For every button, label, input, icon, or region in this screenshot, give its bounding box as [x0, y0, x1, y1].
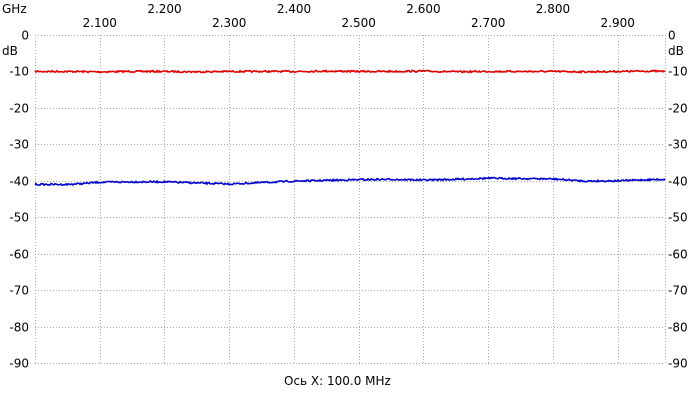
x-tick-label: 2.100 — [83, 16, 117, 30]
x-tick-label: 2.600 — [406, 2, 440, 16]
y-tick-label-left: -70 — [9, 284, 29, 298]
y-tick-label-left: -50 — [9, 211, 29, 225]
x-axis-label: Ось X: 100.0 MHz — [284, 374, 391, 388]
y-tick-label-right: -10 — [668, 65, 688, 79]
y-tick-label-left: -40 — [9, 175, 29, 189]
y-tick-label-right: -60 — [668, 248, 688, 262]
y-tick-label-right: -50 — [668, 211, 688, 225]
y-tick-label-left: -30 — [9, 138, 29, 152]
y-tick-label-left: 0 — [21, 29, 29, 43]
series-line-0 — [34, 69, 666, 74]
y-tick-label-left: -10 — [9, 65, 29, 79]
y-unit-label-left: dB — [2, 44, 18, 58]
series-line-1 — [34, 176, 666, 187]
y-tick-label-right: -20 — [668, 102, 688, 116]
y-tick-label-right: 0 — [668, 29, 676, 43]
y-tick-label-right: -70 — [668, 284, 688, 298]
x-tick-label: 2.500 — [342, 16, 376, 30]
y-tick-label-right: -40 — [668, 175, 688, 189]
x-tick-label: 2.700 — [471, 16, 505, 30]
series-group — [34, 69, 666, 187]
y-tick-label-right: -80 — [668, 321, 688, 335]
x-tick-label: 2.400 — [277, 2, 311, 16]
x-unit-label: GHz — [2, 2, 27, 16]
labels-group: GHz dB dB Ось X: 100.0 MHz 0 0 -10 -10 -20 -2… — [2, 2, 688, 388]
x-tick-label: 2.900 — [601, 16, 635, 30]
y-tick-label-right: -90 — [668, 357, 688, 371]
y-tick-label-right: -30 — [668, 138, 688, 152]
y-tick-label-left: -90 — [9, 357, 29, 371]
x-tick-label: 2.800 — [536, 2, 570, 16]
x-tick-label: 2.200 — [147, 2, 181, 16]
y-tick-label-left: -20 — [9, 102, 29, 116]
y-tick-label-left: -80 — [9, 321, 29, 335]
x-tick-label: 2.300 — [212, 16, 246, 30]
grid — [35, 35, 666, 364]
y-unit-label-right: dB — [668, 44, 684, 58]
y-tick-label-left: -60 — [9, 248, 29, 262]
